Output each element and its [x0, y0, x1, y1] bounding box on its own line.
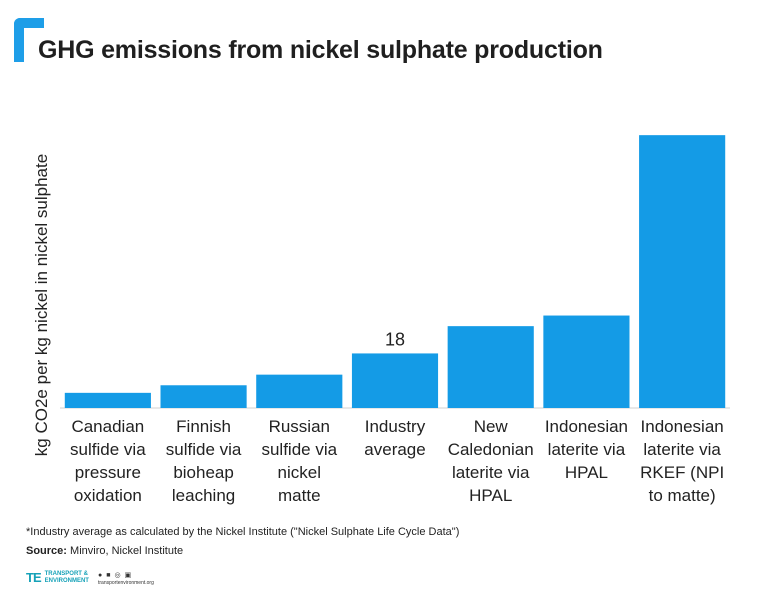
bar-2 — [256, 374, 343, 408]
footnote: *Industry average as calculated by the N… — [26, 526, 460, 538]
facebook-icon[interactable]: ■ — [106, 571, 111, 579]
instagram-icon[interactable]: ◎ — [114, 572, 121, 579]
source-line: Source: Minviro, Nickel Institute — [26, 545, 183, 557]
source-text: Minviro, Nickel Institute — [66, 545, 184, 557]
bar-4 — [447, 326, 534, 408]
bar-1 — [160, 385, 247, 408]
category-label-6: Indonesian laterite via RKEF (NPI to matte) — [640, 417, 724, 505]
social-icons: ● ■ ◎ ▣ — [98, 571, 132, 580]
te-logo-line2: ENVIRONMENT — [44, 577, 89, 584]
data-label-3: 18 — [385, 329, 405, 349]
category-label-2: Russian sulfide via nickel matte — [261, 417, 337, 505]
website-url[interactable]: transportenvironment.org — [98, 580, 154, 586]
category-label-4: New Caledonian laterite via HPAL — [448, 417, 534, 505]
bar-3 — [351, 353, 439, 408]
bar-0 — [64, 392, 151, 408]
linkedin-icon[interactable]: ▣ — [124, 572, 132, 579]
category-label-5: Indonesian laterite via HPAL — [545, 417, 628, 482]
te-logo-line1: TRANSPORT & — [44, 570, 88, 577]
brand-bracket-icon — [14, 18, 44, 62]
bar-6 — [639, 135, 726, 408]
te-logo: TE TRANSPORT & ENVIRONMENT — [26, 570, 89, 585]
te-logo-mark: TE — [26, 570, 42, 585]
bar-5 — [543, 315, 630, 408]
te-logo-text: TRANSPORT & ENVIRONMENT — [45, 571, 89, 585]
category-label-0: Canadian sulfide via pressure oxidation — [70, 417, 146, 505]
twitter-icon[interactable]: ● — [98, 571, 103, 579]
category-label-3: Industry average — [364, 417, 425, 459]
category-label-1: Finnish sulfide via bioheap leaching — [166, 417, 242, 505]
chart-title: GHG emissions from nickel sulphate produ… — [38, 36, 603, 64]
source-label: Source: — [26, 545, 67, 557]
